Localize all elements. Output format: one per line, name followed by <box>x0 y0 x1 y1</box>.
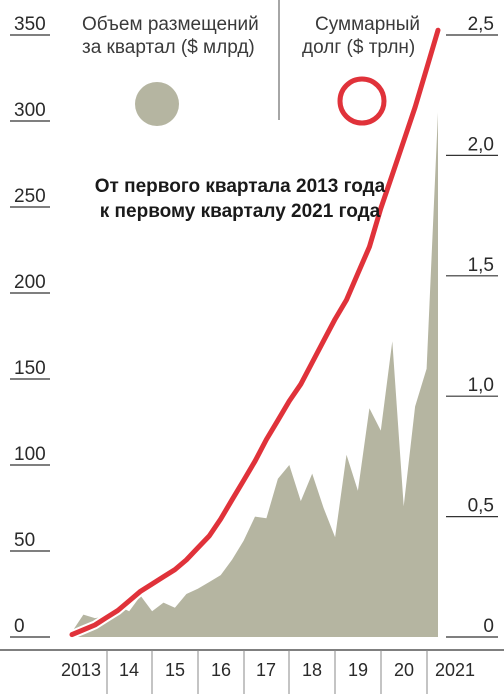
legend-line-swatch <box>337 76 387 126</box>
right-axis: 2,5 2,0 1,5 1,0 0,5 0 <box>446 14 498 638</box>
x-tick-label: 15 <box>165 660 185 680</box>
x-tick-label: 18 <box>302 660 322 680</box>
left-tick-label: 250 <box>14 186 46 207</box>
x-axis: 2013 14 15 16 17 18 19 20 2021 <box>0 649 504 694</box>
x-tick-label: 17 <box>256 660 276 680</box>
right-tick-label: 0 <box>483 616 494 637</box>
right-tick-label: 1,5 <box>468 255 494 276</box>
x-tick-label: 16 <box>211 660 231 680</box>
left-tick-label: 0 <box>14 616 25 637</box>
left-tick-label: 150 <box>14 358 46 379</box>
right-tick-label: 0,5 <box>468 496 494 517</box>
legend-area-label-line2: за квартал ($ млрд) <box>82 37 255 58</box>
annotation-line2: к первому кварталу 2021 года <box>100 201 381 222</box>
legend-line-label-line2: долг ($ трлн) <box>302 37 415 58</box>
right-tick-label: 2,5 <box>468 14 494 35</box>
left-tick-label: 100 <box>14 444 46 465</box>
right-tick-label: 2,0 <box>468 134 494 155</box>
x-tick-label: 2021 <box>435 660 475 680</box>
x-tick-label: 19 <box>348 660 368 680</box>
annotation-line1: От первого квартала 2013 года <box>95 176 386 197</box>
legend-line-label-line1: Суммарный <box>315 14 420 35</box>
x-tick-label: 20 <box>394 660 414 680</box>
placements-area <box>72 112 438 637</box>
left-tick-label: 200 <box>14 272 46 293</box>
left-axis: 350 300 250 200 150 100 50 0 <box>10 14 50 638</box>
legend-area-swatch <box>135 82 179 126</box>
left-tick-label: 50 <box>14 530 35 551</box>
x-tick-label: 2013 <box>61 660 101 680</box>
total-debt-line <box>69 27 441 638</box>
x-tick-label: 14 <box>119 660 139 680</box>
left-tick-label: 300 <box>14 100 46 121</box>
right-tick-label: 1,0 <box>468 375 494 396</box>
legend-area-label-line1: Объем размещений <box>82 14 259 35</box>
left-tick-label: 350 <box>14 14 46 35</box>
